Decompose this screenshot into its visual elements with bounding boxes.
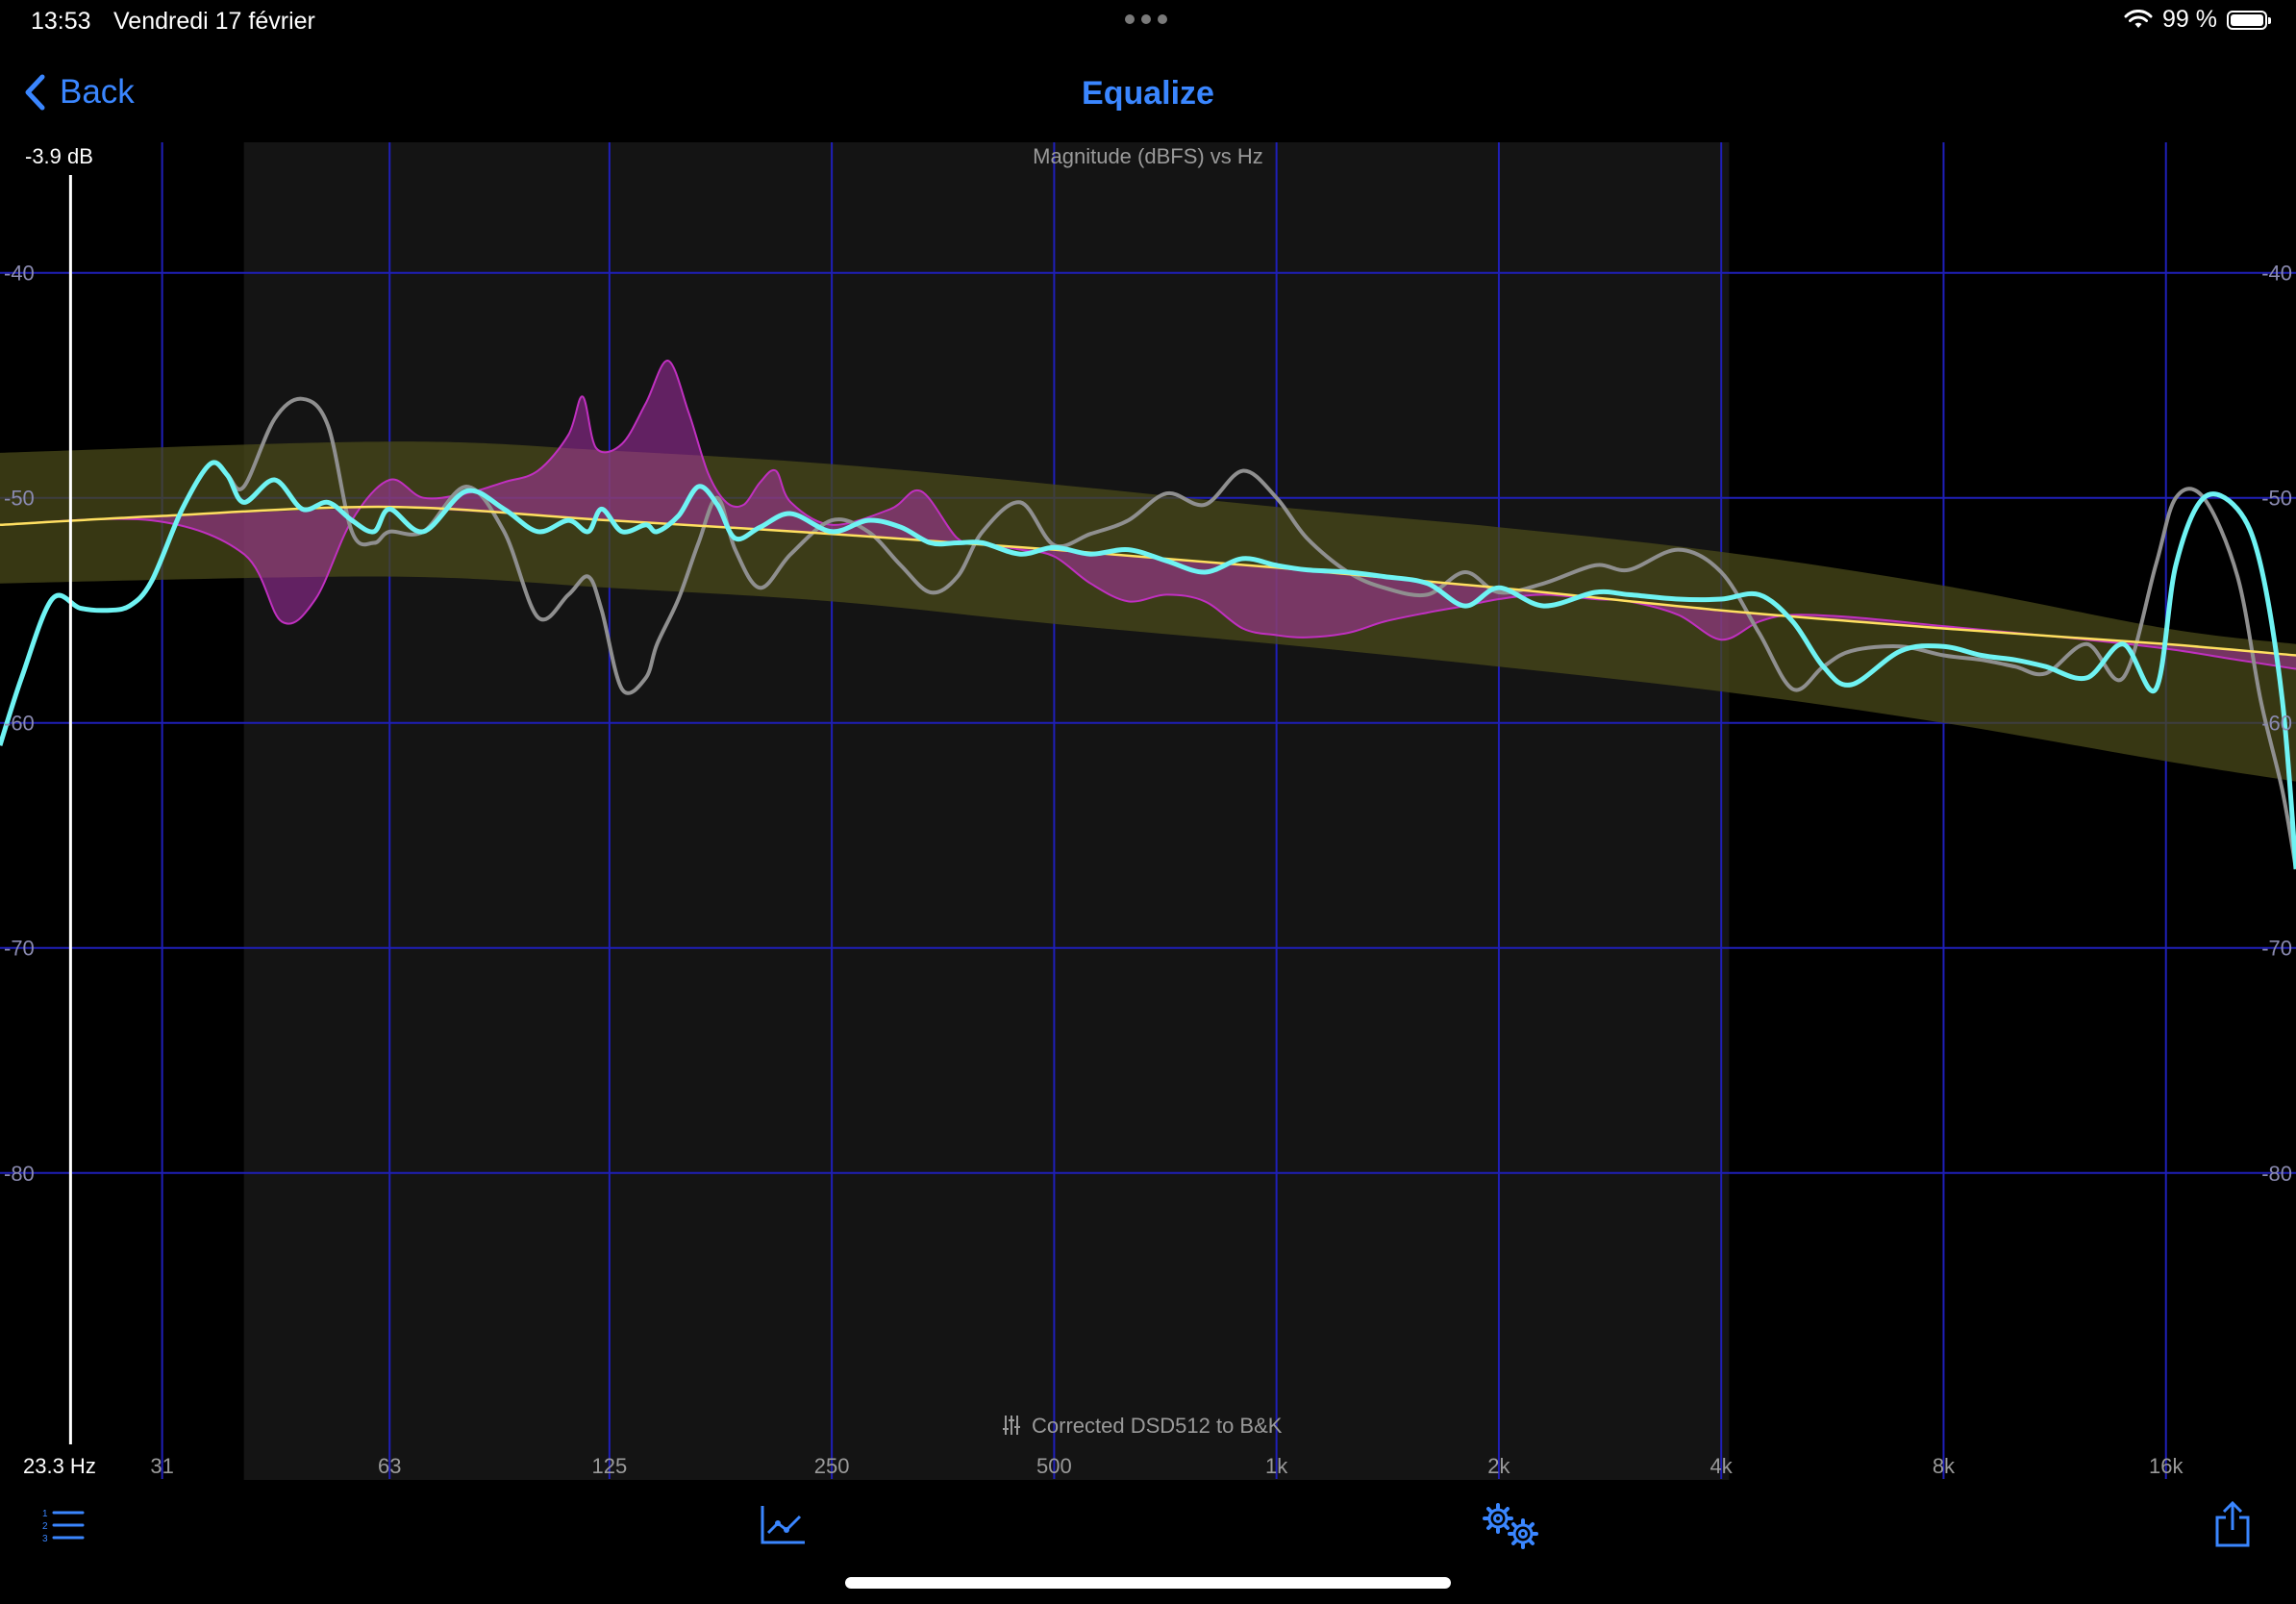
y-tick-label-left: -70	[4, 937, 35, 961]
x-tick-label: 8k	[1933, 1454, 1956, 1478]
status-time: 13:53	[31, 8, 91, 35]
axis-ticks: 31 63 125 250 500 1k 2k 4k 8k 16k -40 -40 -50 -50 -60 -…	[4, 262, 2292, 1478]
list-numbered-icon[interactable]: 1 2 3	[40, 1506, 87, 1546]
analysis-range-shade	[243, 142, 1730, 1480]
frequency-readout: 23.3 Hz	[23, 1454, 96, 1478]
x-tick-label: 125	[591, 1454, 627, 1478]
footer-label-text: Corrected DSD512 to B&K	[1032, 1414, 1283, 1438]
measured-curve	[0, 396, 2296, 870]
sliders-icon	[1003, 1416, 1020, 1435]
y-tick-label-right: -40	[2261, 262, 2292, 286]
y-tick-label-right: -60	[2261, 712, 2292, 736]
chart-line-icon[interactable]	[760, 1504, 808, 1546]
x-tick-label: 16k	[2149, 1454, 2184, 1478]
y-tick-label-left: -60	[4, 712, 35, 736]
battery-percent: 99 %	[2162, 6, 2217, 33]
x-tick-label: 500	[1036, 1454, 1072, 1478]
svg-text:1: 1	[42, 1509, 48, 1519]
status-right: 99 %	[2124, 6, 2271, 34]
level-readout: -3.9 dB	[25, 144, 93, 168]
home-indicator[interactable]	[845, 1577, 1451, 1589]
chevron-left-icon	[25, 74, 45, 111]
share-icon[interactable]	[2213, 1500, 2252, 1548]
back-button[interactable]: Back	[23, 73, 135, 112]
wifi-icon	[2124, 9, 2153, 28]
y-tick-label-left: -80	[4, 1162, 35, 1186]
eq-fill-area	[0, 360, 2296, 669]
battery-icon	[2227, 10, 2271, 30]
y-tick-label-left: -50	[4, 487, 35, 511]
multitasking-dots-icon[interactable]	[1125, 12, 1171, 27]
status-date: Vendredi 17 février	[113, 8, 315, 35]
y-tick-label-right: -50	[2261, 487, 2292, 511]
x-tick-label: 4k	[1710, 1454, 1734, 1478]
x-tick-label: 2k	[1487, 1454, 1510, 1478]
gears-icon[interactable]	[1481, 1502, 1542, 1550]
svg-text:2: 2	[42, 1521, 48, 1532]
corrected-curve	[0, 460, 2296, 870]
nav-title: Equalize	[1082, 75, 1214, 112]
y-tick-label-right: -80	[2261, 1162, 2292, 1186]
back-label: Back	[60, 73, 135, 111]
y-tick-label-left: -40	[4, 262, 35, 286]
x-tick-label: 1k	[1265, 1454, 1288, 1478]
tolerance-band	[0, 441, 2296, 782]
x-tick-label: 31	[150, 1454, 173, 1478]
chart-title: Magnitude (dBFS) vs Hz	[1033, 144, 1263, 168]
svg-text:3: 3	[42, 1534, 48, 1544]
x-tick-label: 63	[378, 1454, 401, 1478]
footer-label[interactable]: Corrected DSD512 to B&K	[1003, 1414, 1283, 1438]
x-tick-label: 250	[814, 1454, 850, 1478]
y-tick-label-right: -70	[2261, 937, 2292, 961]
